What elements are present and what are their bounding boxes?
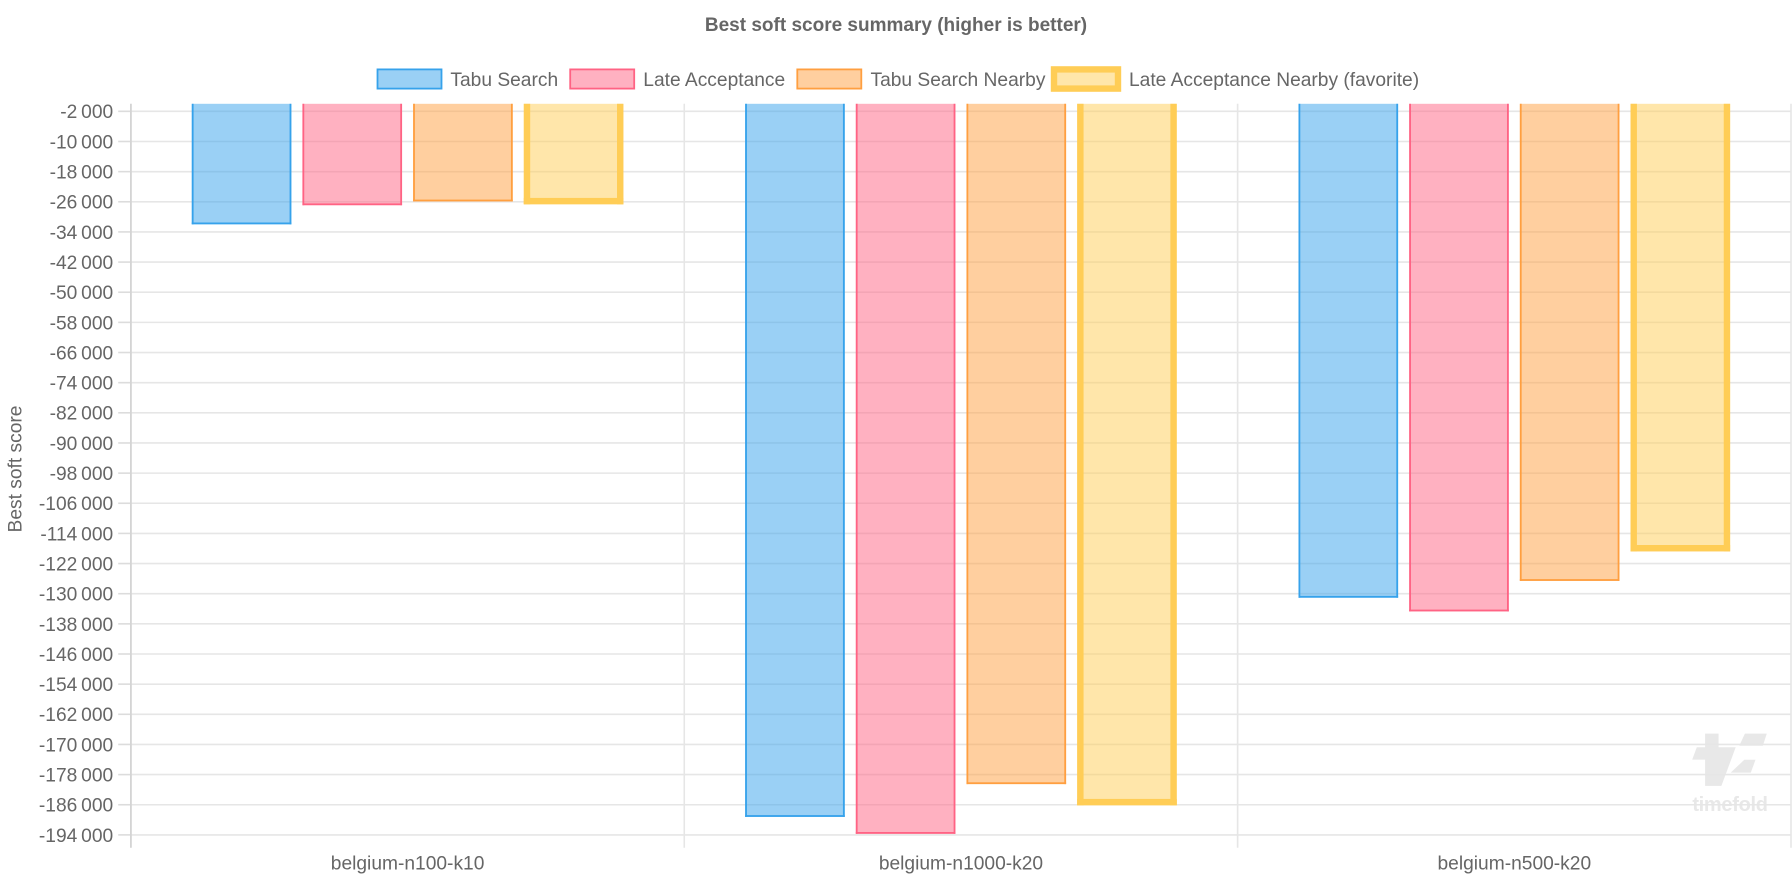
svg-text:-42 000: -42 000 <box>50 253 114 274</box>
svg-text:-106 000: -106 000 <box>39 494 113 515</box>
svg-text:-162 000: -162 000 <box>39 705 113 726</box>
svg-text:-82 000: -82 000 <box>50 404 114 425</box>
svg-text:-170 000: -170 000 <box>39 735 113 756</box>
svg-text:-26 000: -26 000 <box>50 193 114 214</box>
svg-text:-58 000: -58 000 <box>50 313 114 334</box>
svg-text:-98 000: -98 000 <box>50 464 114 485</box>
svg-text:-2 000: -2 000 <box>60 102 113 123</box>
svg-text:-130 000: -130 000 <box>39 585 113 606</box>
svg-text:-154 000: -154 000 <box>39 675 113 696</box>
svg-text:-66 000: -66 000 <box>50 343 114 364</box>
svg-text:-146 000: -146 000 <box>39 645 113 666</box>
svg-text:Late Acceptance: Late Acceptance <box>643 70 785 91</box>
svg-text:-18 000: -18 000 <box>50 163 114 184</box>
svg-text:-34 000: -34 000 <box>50 223 114 244</box>
svg-text:-50 000: -50 000 <box>50 283 114 304</box>
svg-text:belgium-n500-k20: belgium-n500-k20 <box>1438 853 1592 874</box>
svg-text:-10 000: -10 000 <box>50 132 114 153</box>
svg-text:-138 000: -138 000 <box>39 615 113 636</box>
svg-text:-178 000: -178 000 <box>39 766 113 787</box>
svg-text:-186 000: -186 000 <box>39 796 113 817</box>
svg-text:-74 000: -74 000 <box>50 374 114 395</box>
svg-text:-114 000: -114 000 <box>40 524 113 545</box>
svg-text:belgium-n100-k10: belgium-n100-k10 <box>331 853 485 874</box>
svg-text:Best soft score: Best soft score <box>6 406 27 533</box>
svg-text:belgium-n1000-k20: belgium-n1000-k20 <box>879 853 1043 874</box>
svg-text:-90 000: -90 000 <box>50 434 114 455</box>
svg-text:Best soft score summary (highe: Best soft score summary (higher is bette… <box>705 15 1087 36</box>
svg-text:Tabu Search: Tabu Search <box>450 70 558 91</box>
svg-text:-194 000: -194 000 <box>39 826 113 847</box>
svg-text:Tabu Search Nearby: Tabu Search Nearby <box>871 70 1046 91</box>
svg-text:-122 000: -122 000 <box>39 554 113 575</box>
svg-text:Late Acceptance Nearby (favori: Late Acceptance Nearby (favorite) <box>1129 70 1419 91</box>
